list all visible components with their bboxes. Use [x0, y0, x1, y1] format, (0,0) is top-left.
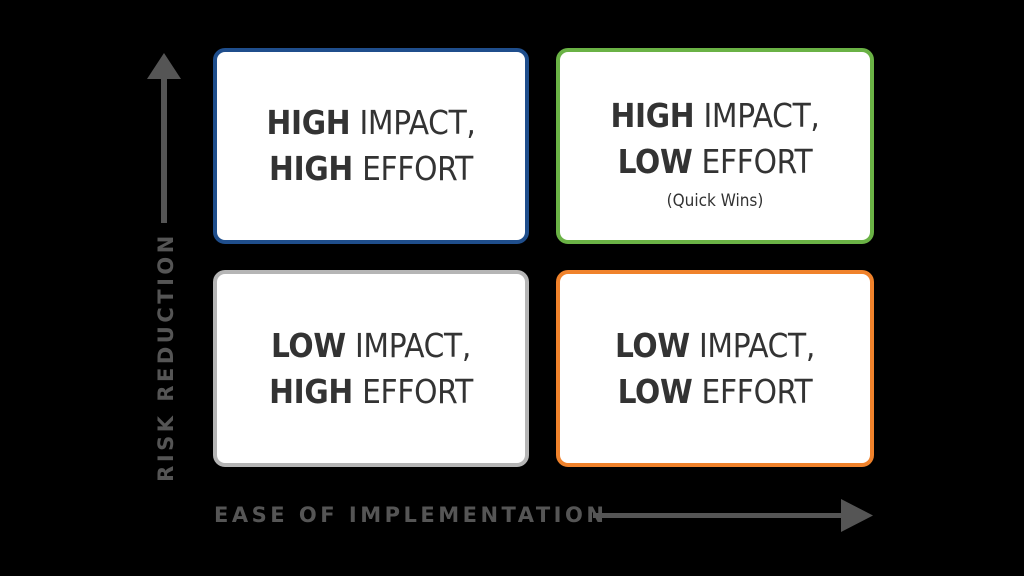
quadrant-low-impact-high-effort: LOW IMPACT, HIGH EFFORT — [213, 270, 529, 467]
effort-level: HIGH — [269, 149, 353, 188]
x-axis-arrow-right-icon — [593, 499, 873, 532]
quadrant-high-impact-high-effort: HIGH IMPACT, HIGH EFFORT — [213, 48, 529, 244]
impact-text: IMPACT, — [694, 96, 820, 135]
quadrant-low-impact-low-effort: LOW IMPACT, LOW EFFORT — [556, 270, 874, 467]
effort-level: LOW — [617, 371, 693, 411]
impact-level: HIGH — [266, 103, 351, 142]
impact-level: LOW — [614, 325, 690, 365]
impact-line: LOW IMPACT, — [615, 323, 815, 369]
impact-text: IMPACT, — [689, 325, 816, 365]
quadrant-text: HIGH IMPACT, LOW EFFORT (Quick Wins) — [610, 93, 819, 213]
effort-line: HIGH EFFORT — [266, 146, 475, 192]
quadrant-high-impact-low-effort: HIGH IMPACT, LOW EFFORT (Quick Wins) — [556, 48, 874, 244]
impact-line: LOW IMPACT, — [269, 323, 473, 369]
effort-level: LOW — [617, 142, 693, 181]
impact-text: IMPACT, — [345, 325, 472, 365]
quadrant-text: LOW IMPACT, LOW EFFORT — [615, 323, 815, 415]
y-axis-label: RISK REDUCTION — [154, 232, 178, 482]
x-axis-label: EASE OF IMPLEMENTATION — [214, 503, 608, 527]
effort-text: EFFORT — [692, 371, 813, 411]
quadrant-text: HIGH IMPACT, HIGH EFFORT — [266, 100, 475, 192]
quick-wins-note: (Quick Wins) — [666, 191, 764, 211]
effort-text: EFFORT — [352, 149, 473, 188]
impact-level: HIGH — [610, 96, 695, 135]
quadrant-text: LOW IMPACT, HIGH EFFORT — [269, 323, 473, 415]
effort-level: HIGH — [269, 371, 353, 411]
impact-level: LOW — [270, 325, 346, 365]
effort-line: LOW EFFORT — [615, 369, 815, 415]
impact-line: HIGH IMPACT, — [610, 93, 819, 139]
effort-text: EFFORT — [352, 371, 473, 411]
y-axis-label-wrap: RISK REDUCTION — [152, 232, 180, 482]
impact-line: HIGH IMPACT, — [266, 100, 475, 146]
impact-text: IMPACT, — [350, 103, 476, 142]
effort-text: EFFORT — [692, 142, 813, 181]
effort-line: LOW EFFORT — [610, 139, 819, 185]
y-axis-arrow-up-icon — [147, 53, 181, 223]
effort-line: HIGH EFFORT — [269, 369, 473, 415]
